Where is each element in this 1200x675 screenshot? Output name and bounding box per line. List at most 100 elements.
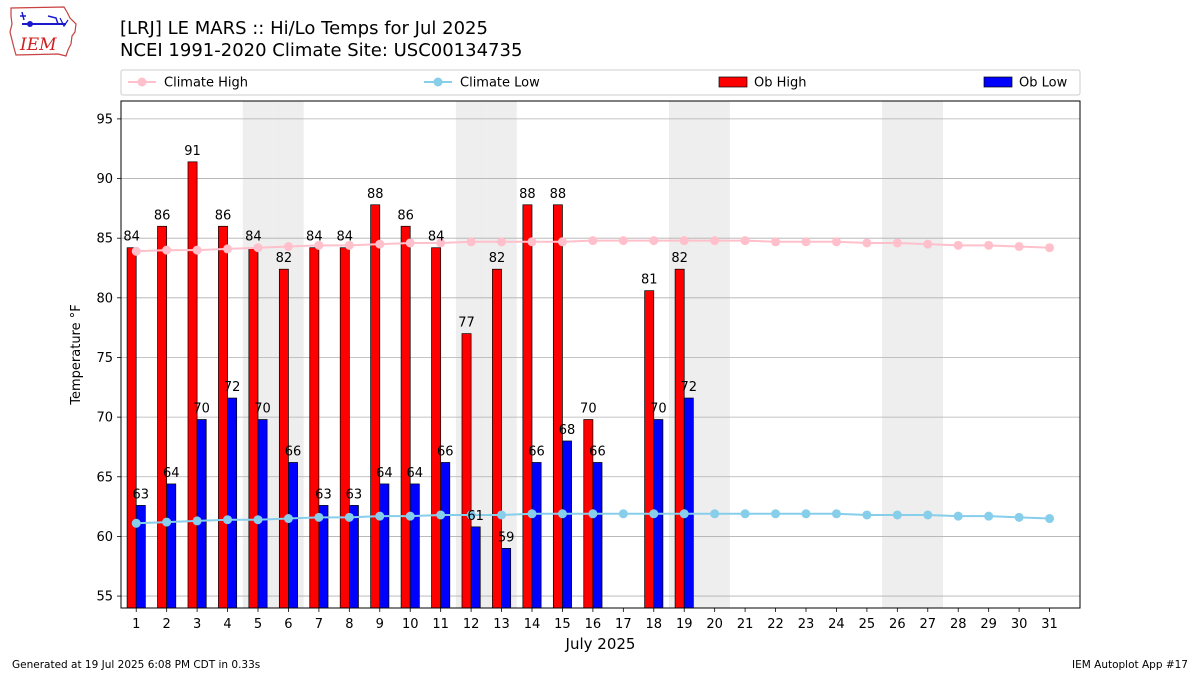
climate-low-point [831, 509, 841, 519]
ob-high-label: 88 [550, 187, 567, 202]
x-tick-label: 22 [767, 617, 784, 632]
climate-low-point [588, 509, 598, 519]
climate-high-point [436, 238, 446, 248]
ob-low-bar [409, 483, 420, 609]
ob-low-bar [470, 526, 481, 609]
y-tick-label: 60 [96, 530, 113, 545]
ob-low-label: 70 [193, 402, 210, 417]
ob-high-bar [370, 204, 381, 609]
ob-low-label: 70 [254, 402, 271, 417]
x-tick-label: 15 [554, 617, 571, 632]
ob-high-bar [461, 333, 472, 609]
y-tick-label: 80 [96, 291, 113, 306]
x-axis-label: July 2025 [565, 635, 636, 653]
climate-high-point [831, 237, 841, 247]
ob-low-label: 66 [437, 444, 454, 459]
x-tick-label: 3 [193, 617, 201, 632]
iowa-map-icon [9, 6, 77, 57]
climate-low-point [314, 512, 324, 522]
legend-box [120, 69, 1081, 96]
ob-low-label: 59 [498, 530, 515, 545]
ob-low-bar [379, 483, 390, 609]
ob-high-label: 77 [458, 316, 475, 331]
logo-text: IEM [20, 35, 57, 55]
x-tick-label: 12 [463, 617, 480, 632]
climate-high-point [253, 243, 263, 253]
x-tick-label: 13 [493, 617, 510, 632]
ob-high-label: 86 [154, 208, 171, 223]
ob-high-bar [187, 161, 198, 609]
ob-low-bar [257, 419, 268, 609]
climate-high-point [344, 240, 354, 250]
x-tick-label: 7 [315, 617, 323, 632]
ob-low-label: 64 [376, 466, 393, 481]
legend-climate-high-marker [137, 77, 147, 87]
legend-climate-low-marker [433, 77, 443, 87]
climate-high-point [466, 237, 476, 247]
ob-high-label: 84 [245, 230, 262, 245]
x-tick-label: 27 [920, 617, 937, 632]
ob-high-label: 88 [519, 187, 536, 202]
climate-high-point [892, 238, 902, 248]
climate-high-point [618, 236, 628, 246]
ob-high-label: 91 [184, 144, 201, 159]
x-tick-label: 11 [432, 617, 449, 632]
ob-high-label: 82 [276, 251, 293, 266]
climate-high-point [679, 236, 689, 246]
x-tick-label: 4 [223, 617, 231, 632]
ob-high-bar [674, 268, 685, 609]
y-tick-label: 65 [96, 470, 113, 485]
ob-high-bar [339, 247, 350, 609]
chart-title: [LRJ] LE MARS :: Hi/Lo Temps for Jul 202… [120, 18, 488, 39]
footer-app: IEM Autoplot App #17 [1072, 659, 1188, 671]
x-tick-label: 14 [524, 617, 541, 632]
climate-low-point [649, 509, 659, 519]
y-axis-label: Temperature °F [69, 304, 84, 405]
climate-high-point [1045, 243, 1055, 253]
ob-low-label: 66 [285, 444, 302, 459]
y-tick-label: 55 [96, 590, 113, 605]
x-tick-label: 9 [376, 617, 384, 632]
climate-high-point [131, 246, 141, 256]
x-tick-label: 25 [859, 617, 876, 632]
ob-low-label: 63 [133, 487, 150, 502]
climate-low-point [131, 518, 141, 528]
ob-high-bar [218, 225, 228, 609]
x-tick-label: 26 [889, 617, 906, 632]
climate-low-point [192, 516, 202, 526]
climate-high-point [862, 238, 872, 248]
ob-high-bar [248, 247, 259, 609]
climate-high-point [740, 236, 750, 246]
ob-high-label: 70 [580, 402, 597, 417]
x-tick-label: 10 [402, 617, 419, 632]
ob-low-label: 64 [163, 466, 180, 481]
ob-low-bar [288, 462, 298, 609]
ob-high-bar [157, 225, 168, 609]
x-tick-label: 20 [706, 617, 723, 632]
y-tick-label: 90 [96, 172, 113, 187]
climate-high-point [649, 236, 659, 246]
ob-high-label: 84 [306, 230, 323, 245]
y-tick-label: 70 [96, 411, 113, 426]
climate-low-point [375, 511, 385, 521]
climate-low-point [405, 511, 415, 521]
ob-high-bar [644, 290, 655, 609]
x-tick-label: 2 [163, 617, 171, 632]
climate-high-point [1014, 242, 1024, 252]
climate-high-point [557, 237, 567, 247]
climate-high-point [405, 238, 415, 248]
climate-high-point [375, 239, 385, 249]
climate-low-point [984, 511, 994, 521]
climate-low-point [344, 512, 354, 522]
climate-low-point [618, 509, 628, 519]
ob-low-label: 68 [559, 423, 576, 438]
ob-high-bar [492, 268, 502, 609]
climate-low-point [497, 510, 507, 520]
y-tick-label: 85 [96, 232, 113, 247]
x-tick-label: 29 [980, 617, 997, 632]
x-tick-label: 8 [345, 617, 353, 632]
y-tick-label: 95 [96, 112, 113, 127]
ob-high-bar [278, 268, 289, 609]
climate-low-point [557, 509, 567, 519]
